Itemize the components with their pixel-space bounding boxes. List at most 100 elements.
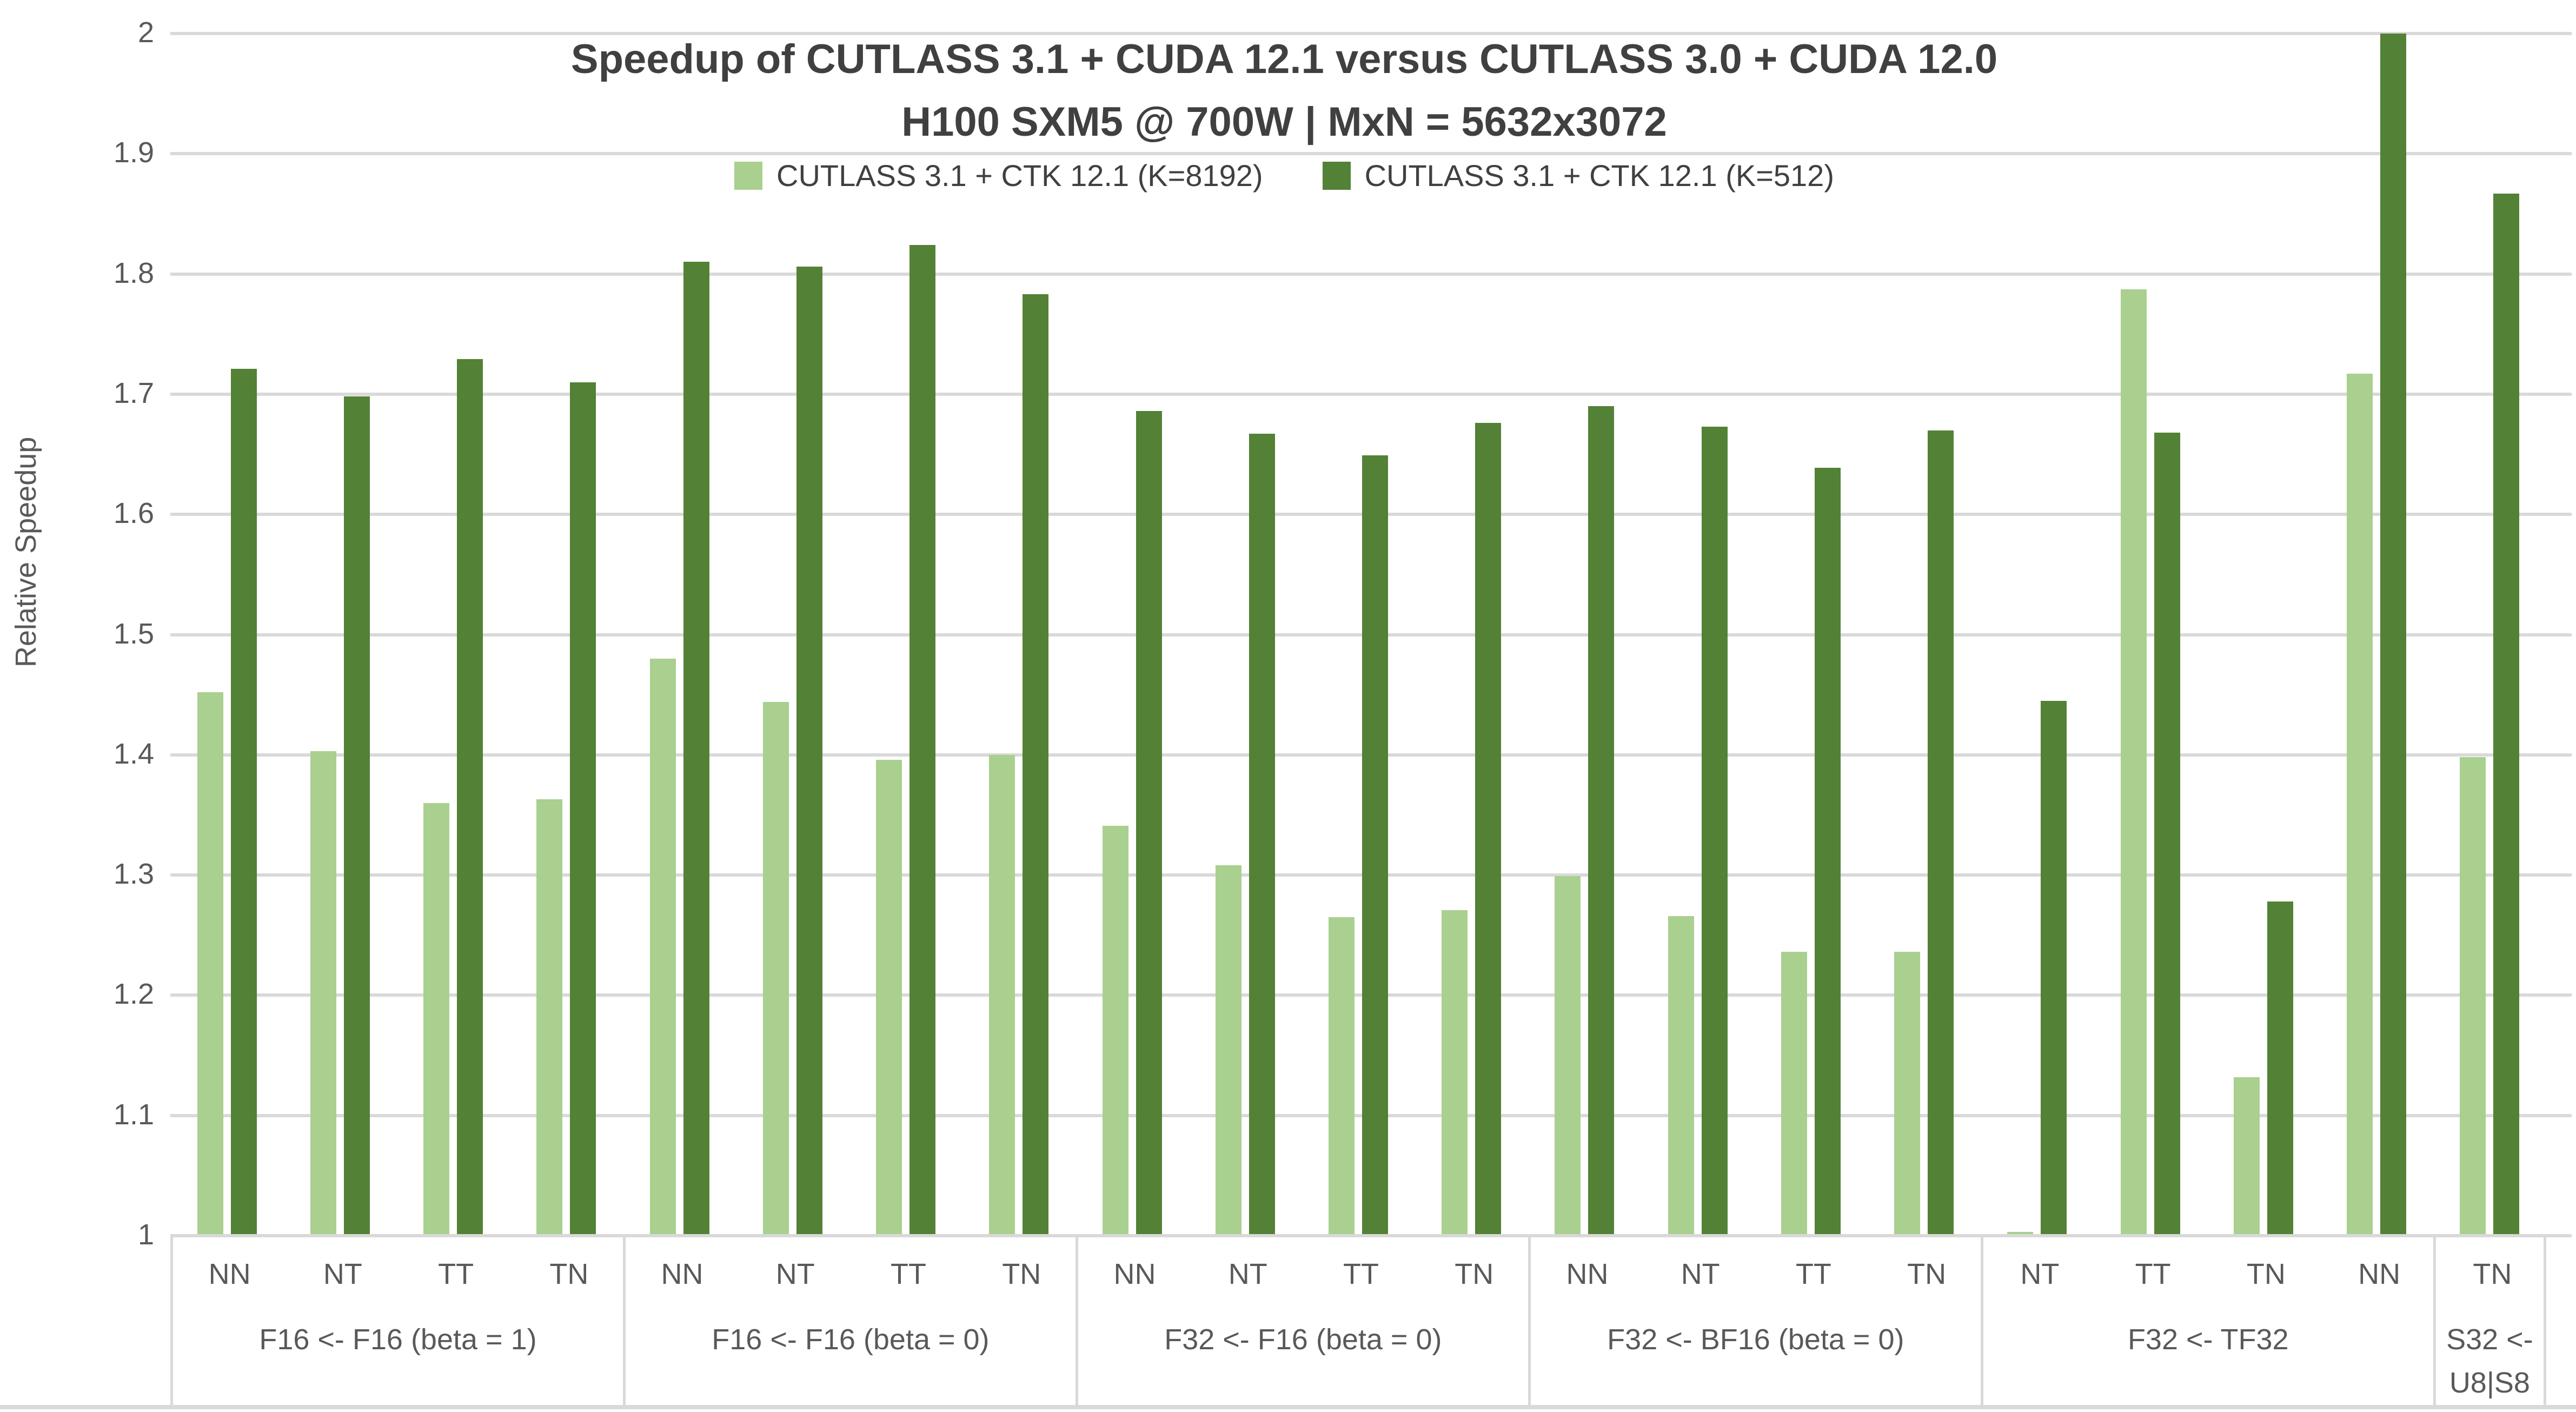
bar-k8192 [536, 799, 563, 1236]
gridline [170, 873, 2572, 877]
bar-k8192 [2007, 1232, 2034, 1236]
y-tick-label: 1.3 [113, 858, 154, 891]
x-axis-line [170, 1234, 2572, 1237]
legend-swatch-dark-green [1322, 161, 1351, 190]
y-tick-label: 1 [137, 1218, 154, 1251]
bar-k512 [457, 359, 483, 1236]
y-tick-label: 1.7 [113, 376, 154, 409]
bar-k8192 [2347, 374, 2373, 1236]
legend-label-k512: CUTLASS 3.1 + CTK 12.1 (K=512) [1364, 158, 1834, 193]
gridline [170, 513, 2572, 516]
y-axis-title: Relative Speedup [10, 436, 42, 667]
x-tick-label: TN [549, 1258, 589, 1290]
y-tick-label: 1.8 [113, 256, 154, 289]
bar-k512 [683, 262, 709, 1236]
x-tick-label: TN [2473, 1258, 2512, 1290]
chart-subtitle: H100 SXM5 @ 700W | MxN = 5632x3072 [901, 99, 1667, 145]
bar-k8192 [1894, 952, 1921, 1236]
chart-title: Speedup of CUTLASS 3.1 + CUDA 12.1 versu… [570, 36, 1998, 82]
x-tick-label: NN [1566, 1258, 1609, 1290]
bar-k8192 [1102, 825, 1128, 1236]
category-group-2: F32 <- F16 (beta = 0) NN NT TT TN [1075, 1236, 1528, 1406]
bar-k512 [1588, 406, 1615, 1236]
gridline [170, 272, 2572, 276]
bar-k8192 [2120, 289, 2147, 1236]
bar-k8192 [1442, 910, 1468, 1236]
bar-k512 [1475, 423, 1502, 1236]
x-tick-label: NN [661, 1258, 703, 1290]
bar-k8192 [1555, 876, 1581, 1236]
bar-k512 [1928, 430, 1954, 1236]
group-label: F32 <- F16 (beta = 0) [1164, 1323, 1442, 1356]
bar-k8192 [876, 759, 902, 1236]
bar-k512 [796, 267, 822, 1236]
gridline [170, 392, 2572, 396]
bar-k8192 [2460, 757, 2486, 1236]
x-tick-label: NT [775, 1258, 815, 1290]
bar-k8192 [1781, 952, 1807, 1236]
bar-k512 [2041, 700, 2067, 1236]
x-tick-label: TT [438, 1258, 474, 1290]
bar-k512 [570, 382, 596, 1236]
x-tick-label: NN [1113, 1258, 1156, 1290]
y-tick-label: 1.1 [113, 1098, 154, 1131]
bar-k512 [1249, 434, 1275, 1236]
bar-k512 [343, 396, 370, 1236]
bar-k8192 [1215, 865, 1241, 1236]
category-group-4: F32 <- TF32 NT TT TN NN [1980, 1236, 2433, 1406]
x-tick-label: TT [1343, 1258, 1379, 1290]
group-label: F16 <- F16 (beta = 0) [712, 1323, 990, 1356]
bar-k512 [2493, 193, 2520, 1236]
gridline [170, 993, 2572, 997]
bar-k8192 [2233, 1077, 2260, 1236]
category-group-3: F32 <- BF16 (beta = 0) NN NT TT TN [1528, 1236, 1981, 1406]
legend: CUTLASS 3.1 + CTK 12.1 (K=8192) CUTLASS … [0, 158, 2568, 193]
x-tick-label: TN [2246, 1258, 2286, 1290]
bar-k512 [1701, 426, 1728, 1236]
bar-k8192 [989, 754, 1015, 1236]
chart-bottom-border [0, 1405, 2576, 1409]
gridline [170, 1234, 2572, 1237]
group-label: S32 <- U8|S8 [2446, 1323, 2533, 1399]
bar-k512 [1814, 467, 1841, 1236]
legend-label-k8192: CUTLASS 3.1 + CTK 12.1 (K=8192) [776, 158, 1263, 193]
x-tick-label: TN [1907, 1258, 1947, 1290]
legend-item-k512: CUTLASS 3.1 + CTK 12.1 (K=512) [1322, 158, 1834, 193]
x-tick-label: NT [323, 1258, 362, 1290]
legend-item-k8192: CUTLASS 3.1 + CTK 12.1 (K=8192) [734, 158, 1263, 193]
x-tick-label: NT [1228, 1258, 1267, 1290]
category-group-1: F16 <- F16 (beta = 0) NN NT TT TN [622, 1236, 1075, 1406]
y-tick-label: 1.4 [113, 737, 154, 770]
x-tick-label: TT [2135, 1258, 2171, 1290]
bar-k512 [2154, 433, 2180, 1236]
group-label: F16 <- F16 (beta = 1) [259, 1323, 537, 1356]
group-label: F32 <- BF16 (beta = 0) [1607, 1323, 1904, 1356]
bar-k512 [1136, 411, 1162, 1236]
gridline [170, 633, 2572, 637]
category-group-0: F16 <- F16 (beta = 1) NN NT TT TN [170, 1236, 623, 1406]
bar-k8192 [197, 692, 223, 1236]
y-tick-label: 1.6 [113, 497, 154, 530]
x-tick-label: NT [2020, 1258, 2060, 1290]
x-tick-label: TN [1455, 1258, 1494, 1290]
category-group-5: S32 <- U8|S8 TN [2433, 1236, 2546, 1406]
gridline [170, 753, 2572, 757]
x-tick-label: TN [1002, 1258, 1041, 1290]
x-tick-label: NN [208, 1258, 251, 1290]
bar-k512 [909, 245, 936, 1236]
title-block: Speedup of CUTLASS 3.1 + CUDA 12.1 versu… [0, 31, 2568, 150]
group-label: F32 <- TF32 [2127, 1323, 2289, 1356]
bar-k512 [1362, 455, 1388, 1236]
legend-swatch-light-green [734, 161, 762, 190]
bar-k8192 [1329, 917, 1355, 1236]
bar-k512 [1023, 294, 1049, 1236]
gridline [170, 1113, 2572, 1117]
bar-k512 [230, 369, 257, 1236]
bar-k8192 [762, 701, 789, 1236]
x-tick-label: TT [891, 1258, 927, 1290]
x-tick-label: NN [2358, 1258, 2401, 1290]
y-tick-label: 1.2 [113, 978, 154, 1011]
bar-k512 [2267, 901, 2293, 1236]
